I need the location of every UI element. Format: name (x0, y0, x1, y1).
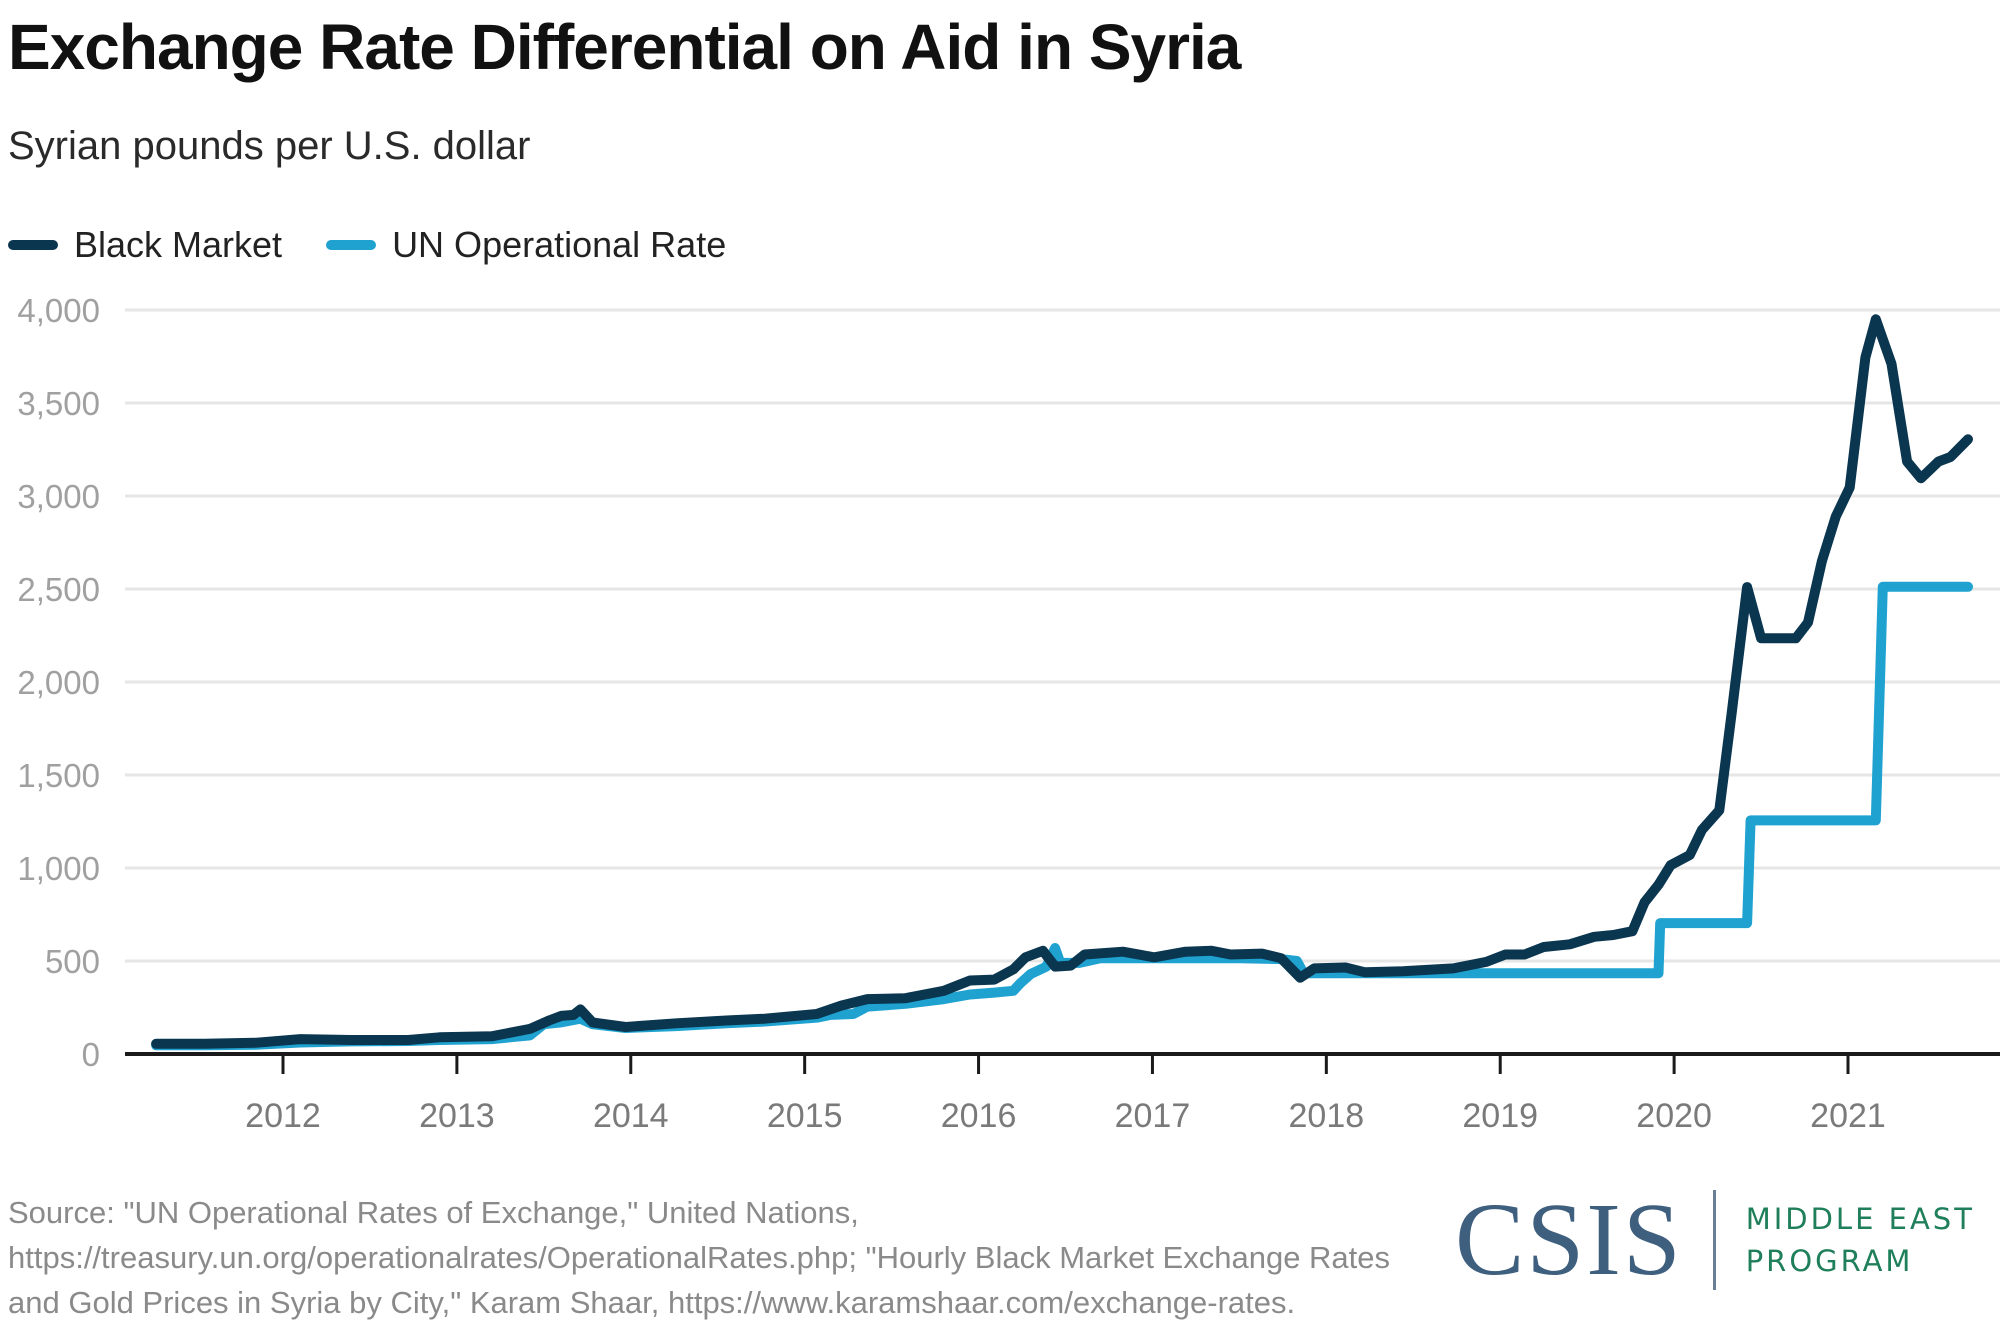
x-tick-label: 2021 (1810, 1097, 1886, 1135)
legend-swatch-black-market (8, 240, 58, 250)
logo-program-line1: MIDDLE EAST (1745, 1201, 1975, 1236)
x-axis: 2012 2013 2014 2015 2016 2017 2018 2019 2020 2021 (125, 1052, 2000, 1135)
y-tick-label: 4,000 (17, 292, 100, 329)
legend-item-black-market: Black Market (8, 224, 282, 266)
x-tick-label: 2019 (1462, 1097, 1538, 1135)
x-tick-label: 2013 (419, 1097, 495, 1135)
legend-swatch-un-rate (326, 240, 377, 250)
source-note: Source: "UN Operational Rates of Exchang… (8, 1195, 1391, 1320)
legend-item-un-rate: UN Operational Rate (326, 224, 726, 266)
x-tick-label: 2017 (1115, 1097, 1191, 1135)
y-tick-label: 1,500 (17, 757, 100, 794)
x-tick-label: 2012 (245, 1097, 321, 1135)
chart-title: Exchange Rate Differential on Aid in Syr… (8, 11, 1241, 83)
y-tick-label: 3,000 (17, 478, 100, 515)
logo-program: MIDDLE EAST PROGRAM (1746, 1198, 1975, 1282)
legend-label-black-market: Black Market (74, 224, 283, 265)
y-tick-label: 500 (45, 943, 100, 980)
y-tick-label: 0 (82, 1036, 100, 1073)
y-tick-label: 3,500 (17, 385, 100, 422)
x-tick-label: 2020 (1636, 1097, 1712, 1135)
logo-csis-text: CSIS (1455, 1182, 1683, 1297)
legend: Black Market UN Operational Rate (8, 224, 770, 266)
x-tick-label: 2015 (767, 1097, 843, 1135)
x-tick-label: 2014 (593, 1097, 669, 1135)
chart-subtitle: Syrian pounds per U.S. dollar (8, 124, 531, 168)
csis-logo: CSIS MIDDLE EAST PROGRAM (1455, 1180, 1975, 1299)
black-market-line (151, 314, 1973, 1049)
y-tick-label: 2,000 (17, 664, 100, 701)
gridlines (125, 308, 2000, 963)
legend-label-un-rate: UN Operational Rate (392, 224, 727, 265)
logo-program-line2: PROGRAM (1745, 1243, 1914, 1278)
y-tick-label: 1,000 (17, 850, 100, 887)
y-tick-label: 2,500 (17, 571, 100, 608)
y-axis-ticks: 0 500 1,000 1,500 2,000 2,500 3,000 3,500 4,000 (17, 292, 100, 1073)
logo-divider (1712, 1189, 1716, 1290)
series-lines (151, 314, 1973, 1051)
un-operational-rate-line (151, 581, 1973, 1051)
x-tick-label: 2016 (941, 1097, 1017, 1135)
x-tick-label: 2018 (1289, 1097, 1365, 1135)
